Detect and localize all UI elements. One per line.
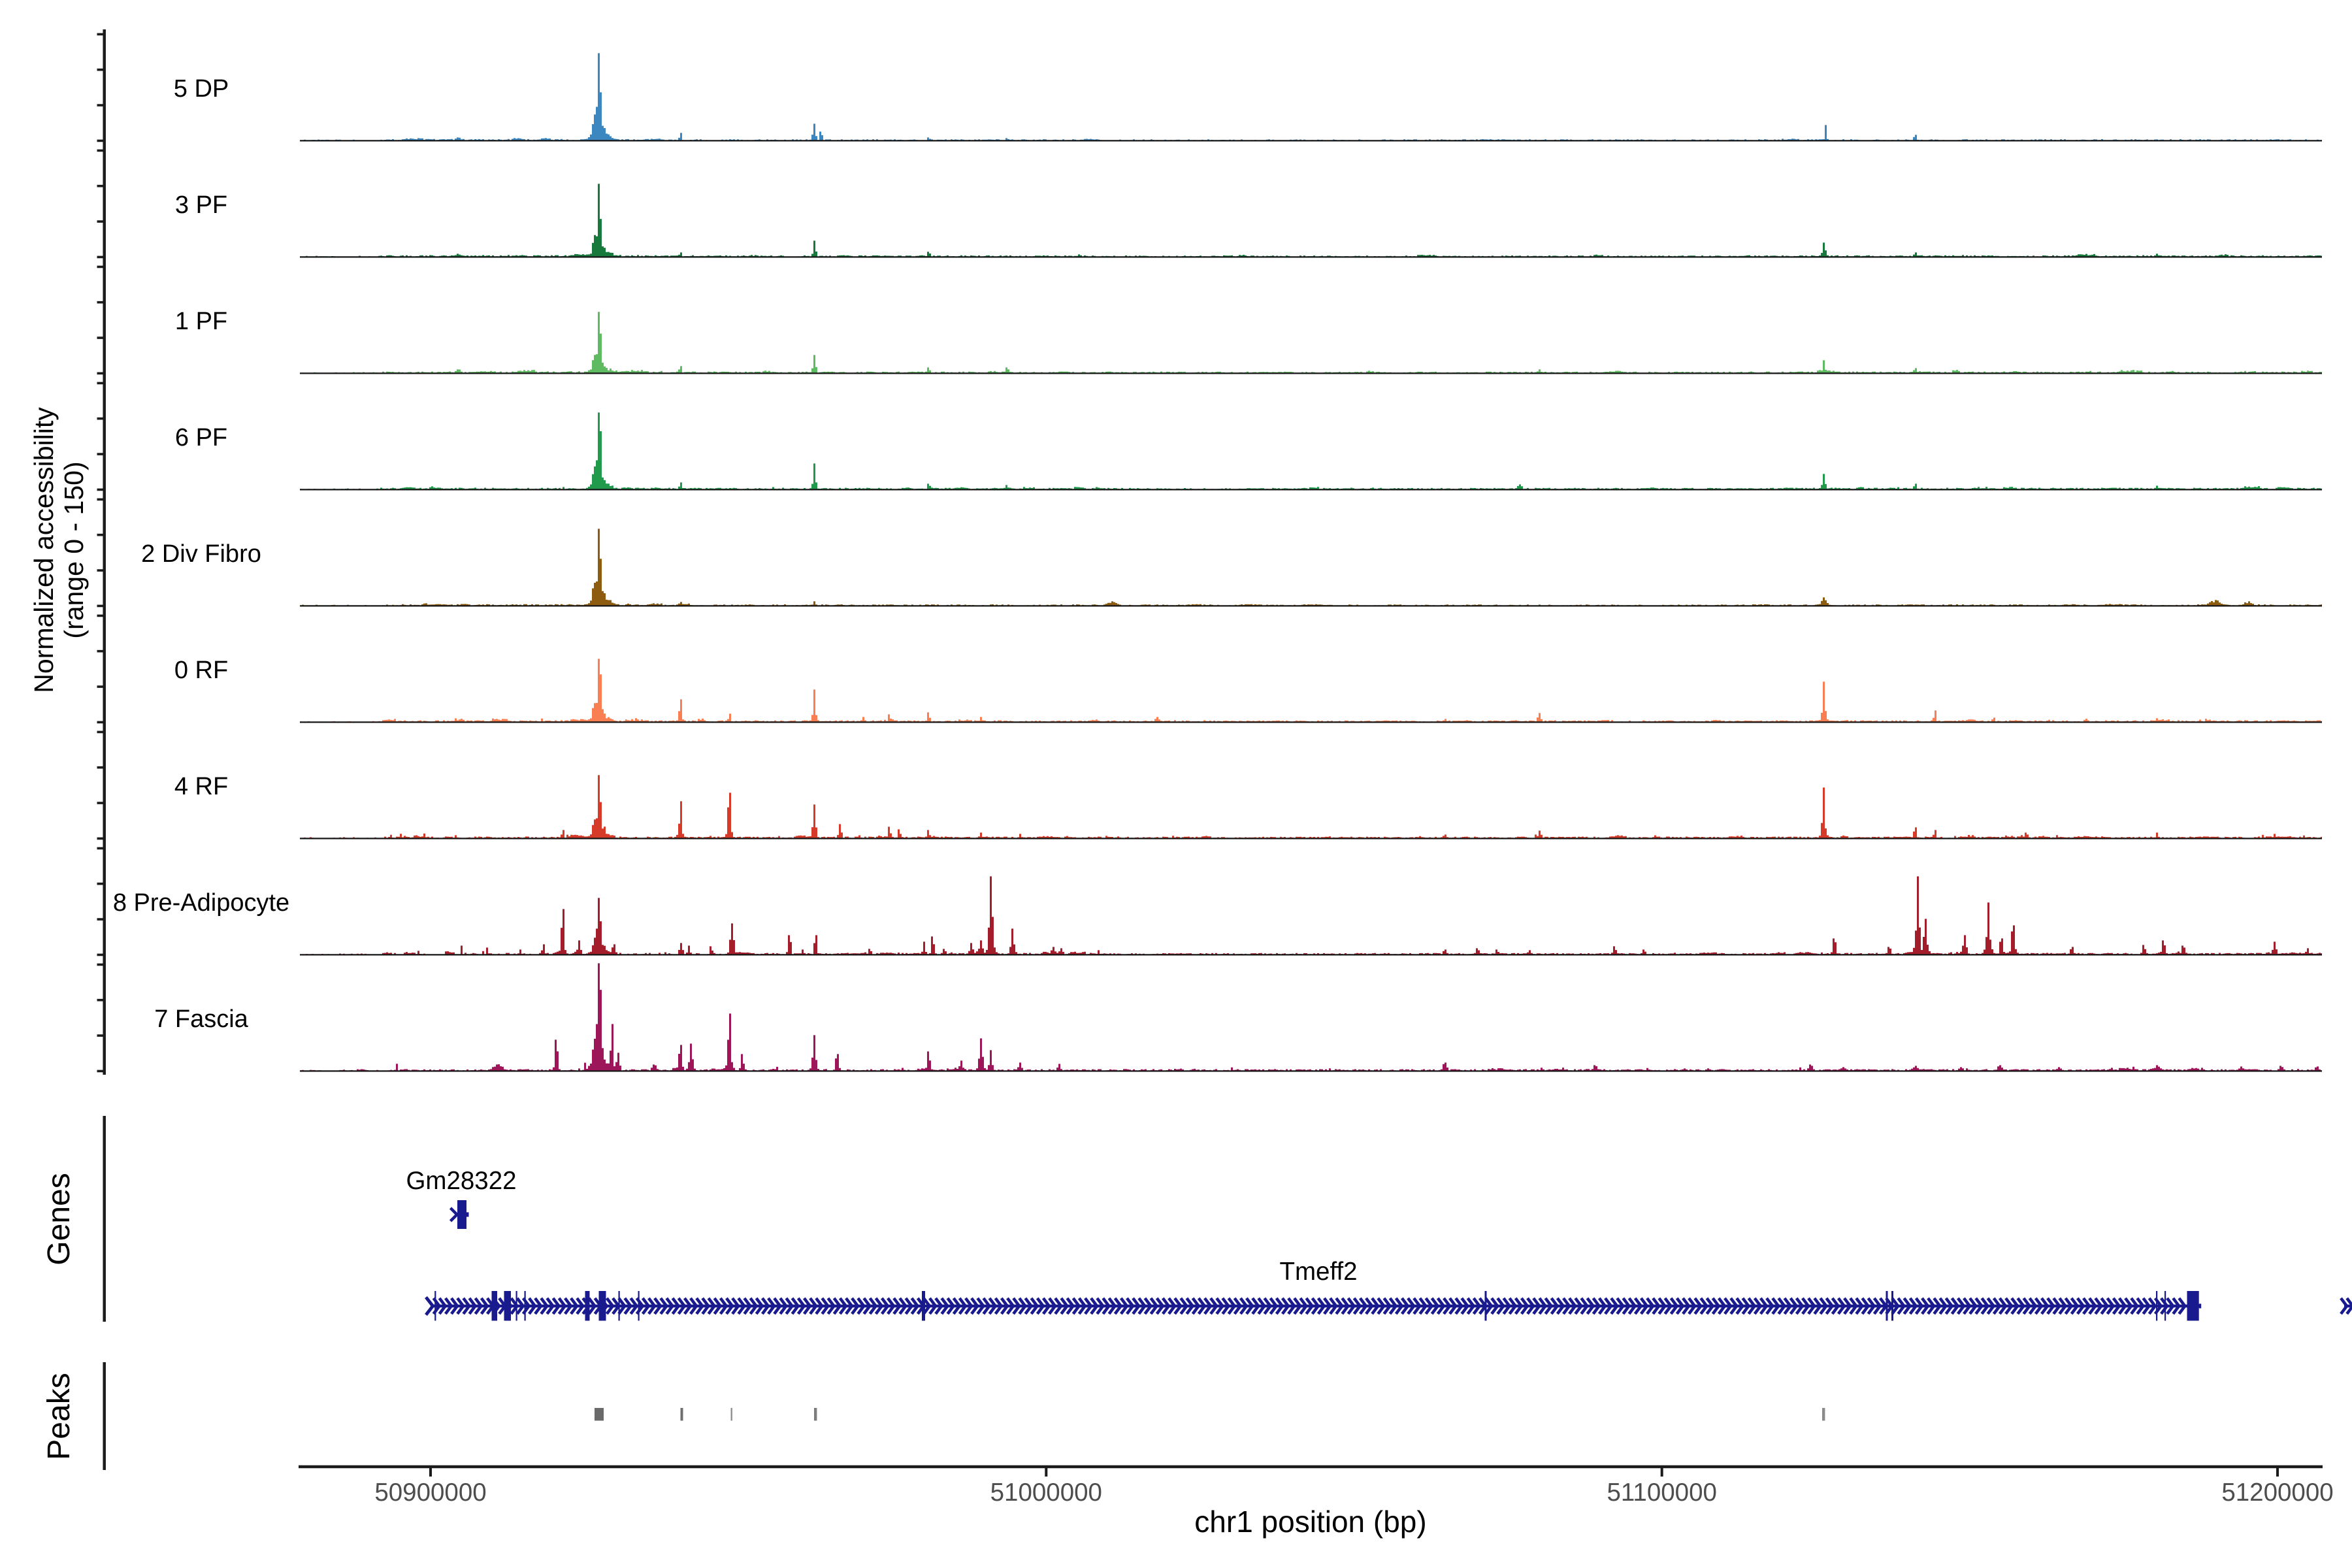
svg-text:Peaks: Peaks	[42, 1373, 76, 1460]
svg-text:Genes: Genes	[42, 1173, 76, 1265]
svg-text:Gm28322: Gm28322	[406, 1167, 516, 1195]
svg-text:1 PF: 1 PF	[175, 308, 227, 335]
svg-text:6 PF: 6 PF	[175, 424, 227, 451]
svg-text:51000000: 51000000	[990, 1478, 1102, 1507]
svg-text:5 DP: 5 DP	[174, 75, 229, 103]
svg-text:3 PF: 3 PF	[175, 191, 227, 219]
svg-text:(range 0 - 150): (range 0 - 150)	[59, 461, 89, 638]
svg-text:7 Fascia: 7 Fascia	[154, 1005, 248, 1033]
svg-text:8 Pre-Adipocyte: 8 Pre-Adipocyte	[113, 889, 289, 917]
svg-text:Tmeff2: Tmeff2	[1279, 1258, 1357, 1286]
svg-text:51100000: 51100000	[1607, 1478, 1716, 1507]
svg-text:0 RF: 0 RF	[174, 657, 228, 684]
svg-text:chr1 position (bp): chr1 position (bp)	[1194, 1505, 1426, 1539]
svg-text:4 RF: 4 RF	[174, 773, 228, 800]
svg-text:Normalized accessibility: Normalized accessibility	[29, 407, 59, 693]
svg-text:50900000: 50900000	[374, 1478, 486, 1507]
svg-text:51200000: 51200000	[2221, 1478, 2333, 1507]
svg-text:2 Div Fibro: 2 Div Fibro	[141, 540, 261, 568]
